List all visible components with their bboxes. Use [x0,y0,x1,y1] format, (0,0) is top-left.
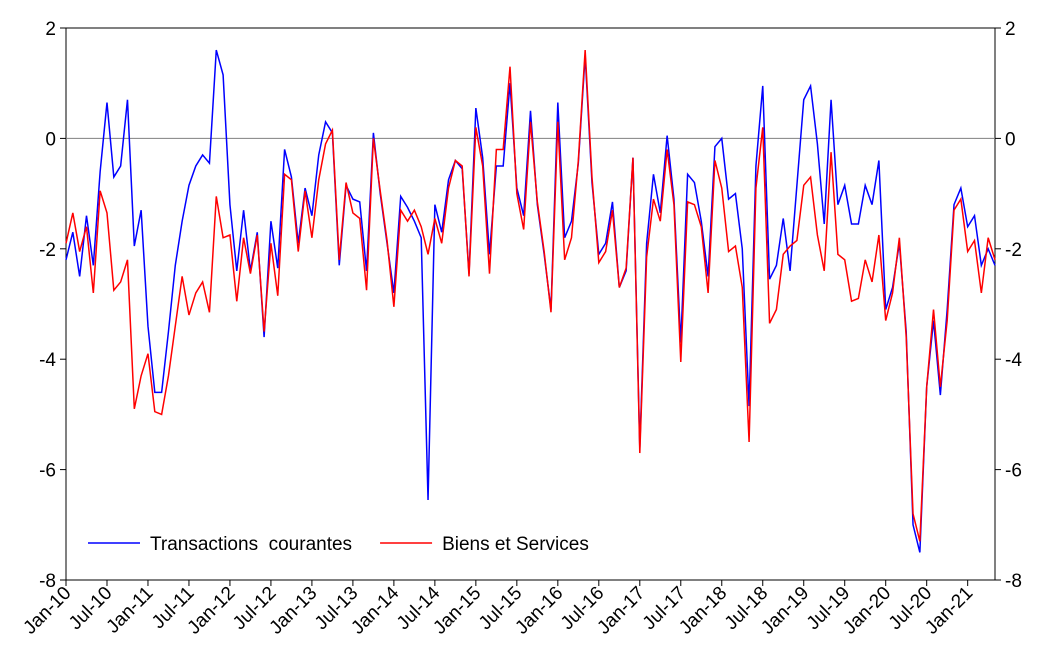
x-tick-label: Jan-14 [347,582,403,638]
y-tick-label: -2 [39,240,56,261]
y2-tick-label: 2 [1005,19,1016,40]
y-tick-label: 2 [45,19,56,40]
y2-tick-label: 0 [1005,129,1016,150]
y2-tick-label: -6 [1005,461,1022,482]
plot-frame [65,27,996,581]
legend-label: Transactions courantes [150,534,352,555]
series-line [65,50,996,542]
y-tick-label: -8 [39,571,56,592]
y-tick-label: -4 [39,350,56,371]
legend-label: Biens et Services [442,534,589,555]
y2-tick-label: -8 [1005,571,1022,592]
y-tick-label: -6 [39,461,56,482]
y-tick-label: 0 [45,129,56,150]
x-tick-label: Jan-11 [103,583,158,638]
series-line [65,49,996,553]
y2-tick-label: -4 [1005,350,1022,371]
y2-tick-label: -2 [1005,240,1022,261]
